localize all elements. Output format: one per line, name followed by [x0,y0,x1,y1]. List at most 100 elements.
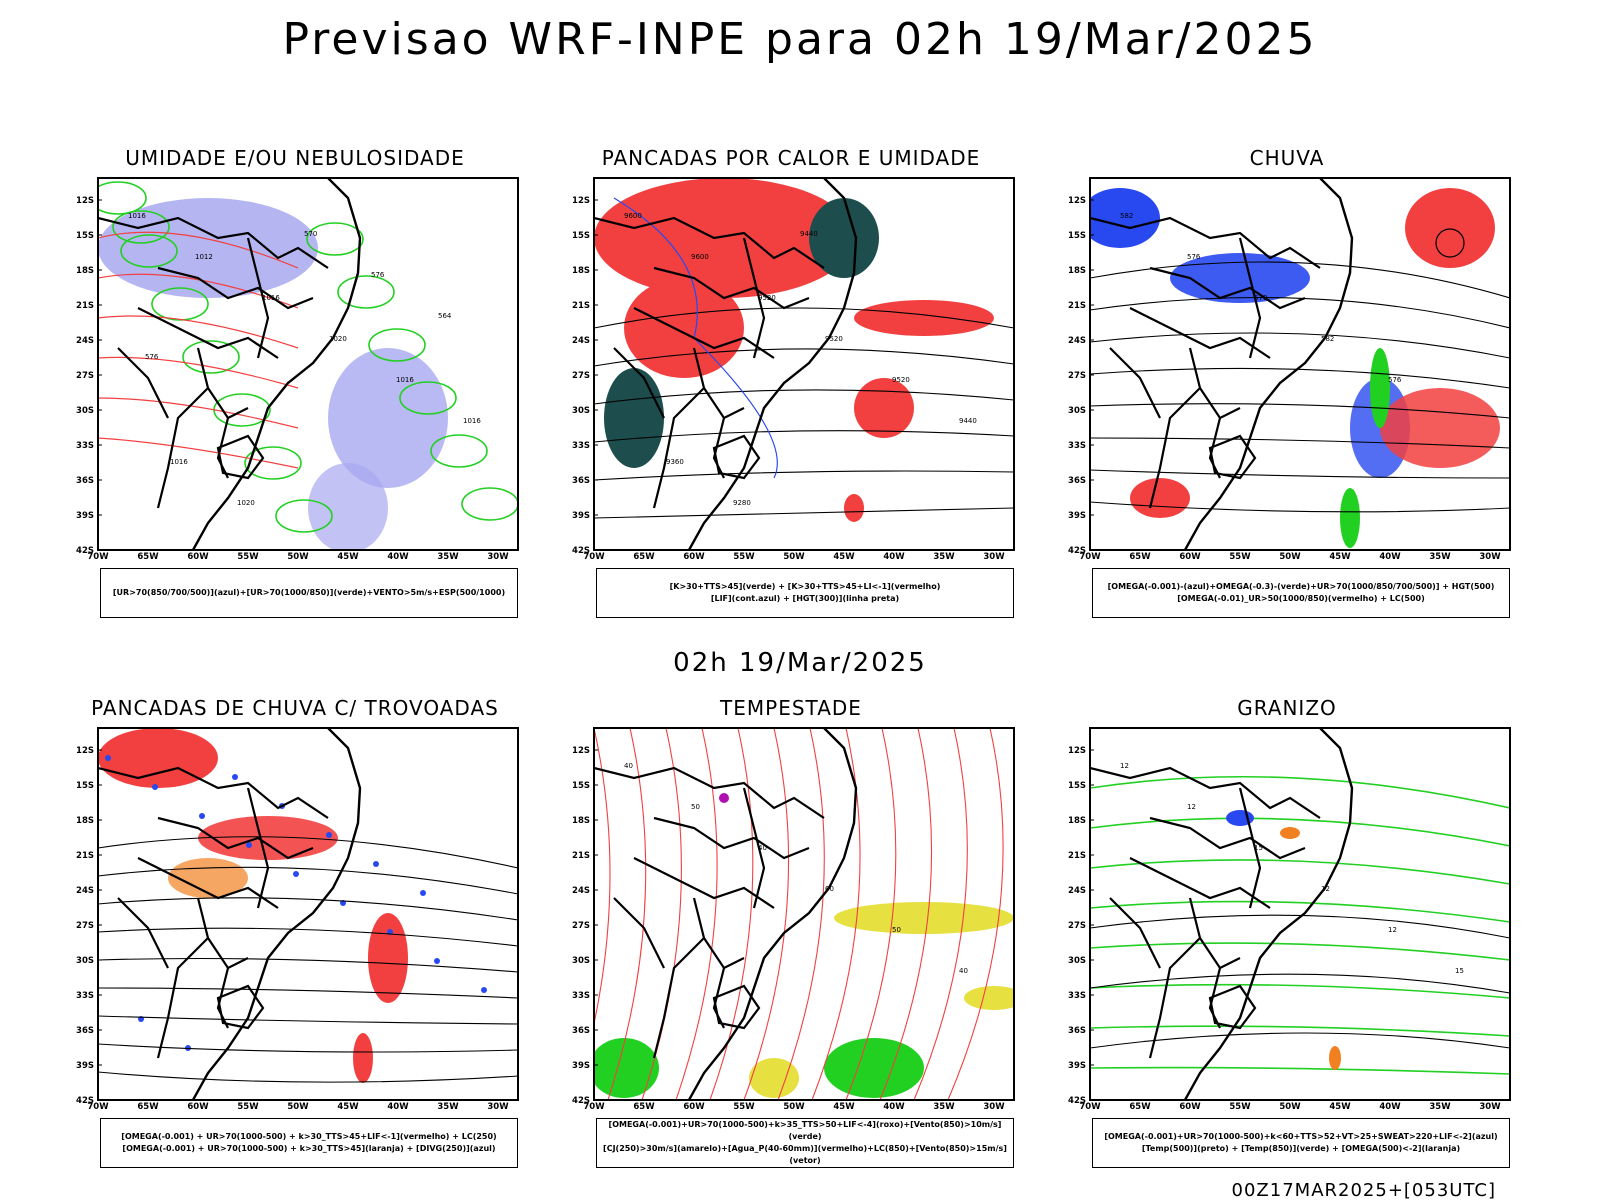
hgt500-contour [1090,501,1510,513]
streamline [98,866,518,895]
country-border [216,984,265,1030]
lat-tick-label: 39S [1068,511,1086,521]
legend-line: [OMEGA(-0.001) + UR>70(1000-500) + k>30_… [121,1132,497,1141]
legend-line: [OMEGA(-0.001)+UR>70(1000-500)+k<60+TTS>… [1104,1132,1498,1141]
lat-tick-label: 15S [76,781,94,791]
country-border [692,347,745,420]
lon-tick-label: 55W [1229,552,1251,562]
divergence-spot [105,755,111,761]
country-border [712,984,761,1030]
panel-title: CHUVA [1249,146,1325,170]
legend-line: [LIF](cont.azul) + [HGT(300)](linha pret… [710,594,900,603]
humidity-low-contour [399,381,457,415]
country-border [157,816,314,860]
lat-tick-label: 27S [572,371,590,381]
lon-tick-label: 45W [337,1102,359,1112]
contour-label: 1016 [396,376,414,384]
lon-tick-label: 50W [1279,1102,1301,1112]
map-frame [1089,727,1511,1101]
lon-tick-label: 40W [1379,552,1401,562]
country-border [1109,347,1161,419]
hgt300-contour [594,389,1014,405]
contour-label: 50 [892,926,901,934]
lon-tick-label: 30W [983,1102,1005,1112]
lon-tick-label: 55W [1229,1102,1251,1112]
coastline [191,178,362,550]
lon-tick-label: 65W [1129,1102,1151,1112]
country-border [196,347,249,420]
country-border [196,897,249,970]
heavy-rain-area [1370,348,1390,428]
lon-tick-label: 35W [1429,1102,1451,1112]
lon-tick-label: 30W [983,552,1005,562]
lat-tick-label: 27S [1068,921,1086,931]
rain-area [1090,188,1160,248]
humidity-low-contour [244,446,302,480]
contour-label: 9360 [666,458,684,466]
panel-legend: [OMEGA(-0.001)+UR>70(1000-500)+k<60+TTS>… [1092,1118,1510,1168]
country-border [594,766,825,819]
hgt500-contour [1090,403,1510,419]
country-border [712,434,761,480]
panel-title: PANCADAS POR CALOR E UMIDADE [601,146,981,170]
instability-area [604,368,664,468]
panel-title: TEMPESTADE [720,696,862,720]
coastline [191,728,362,1100]
thickness-contour [98,231,299,269]
streamline [98,957,518,973]
lat-tick-label: 18S [572,266,590,276]
lat-tick-label: 18S [76,816,94,826]
lon-tick-label: 45W [833,552,855,562]
strong-wind-area [824,1038,924,1098]
lat-tick-label: 18S [76,266,94,276]
contour-label: 15 [1455,967,1464,975]
divergence-spot [481,987,487,993]
legend-line: [UR>70(850/700/500)](azul)+[UR>70(1000/8… [112,588,506,597]
country-border [613,347,665,419]
lat-tick-label: 21S [572,851,590,861]
lon-tick-label: 30W [1479,552,1501,562]
lat-tick-label: 12S [76,746,94,756]
country-border [137,857,279,909]
country-border [156,937,209,1059]
legend-line: [Temp(500)](preto) + [Temp(850)](verde) … [1141,1144,1461,1153]
lat-tick-label: 12S [572,746,590,756]
lon-tick-label: 40W [883,1102,905,1112]
panel-chuva: CHUVA 582 576 570 582 576 12S 15S 18S 21S 24S 27S 30… [1052,146,1522,626]
thickness-contour [98,315,299,349]
coastline [1183,728,1354,1100]
lon-tick-label: 60W [683,552,705,562]
instability-area [809,198,879,278]
country-border [98,766,329,819]
streamline-850 [743,728,790,1100]
hgt500-contour [1090,437,1510,449]
hgt300-contour [594,307,1014,329]
humidity-low-contour [430,434,488,468]
lat-tick-label: 39S [572,511,590,521]
lon-tick-label: 50W [287,552,309,562]
streamline-850 [845,728,897,1100]
country-border [1149,816,1306,860]
hgt500-contour [1090,261,1510,299]
contour-label: 582 [1321,335,1334,343]
country-border [613,897,665,969]
lon-tick-label: 60W [187,1102,209,1112]
storm-area [168,858,248,898]
country-border [692,897,745,970]
lat-tick-label: 39S [572,1061,590,1071]
streamline [98,1043,518,1053]
divergence-spot [246,842,252,848]
lat-tick-label: 18S [1068,816,1086,826]
streamline [98,987,518,999]
hail-area [1329,1046,1341,1070]
lat-tick-label: 33S [76,441,94,451]
country-border [1208,434,1257,480]
thickness-contour [98,397,299,429]
divergence-spot [434,958,440,964]
lat-tick-label: 24S [572,886,590,896]
forecast-date-label: 02h 19/Mar/2025 [673,648,927,678]
contour-label: 15 [1254,844,1263,852]
streamline [98,1015,518,1025]
contour-label: 582 [1120,212,1133,220]
lon-tick-label: 65W [633,552,655,562]
